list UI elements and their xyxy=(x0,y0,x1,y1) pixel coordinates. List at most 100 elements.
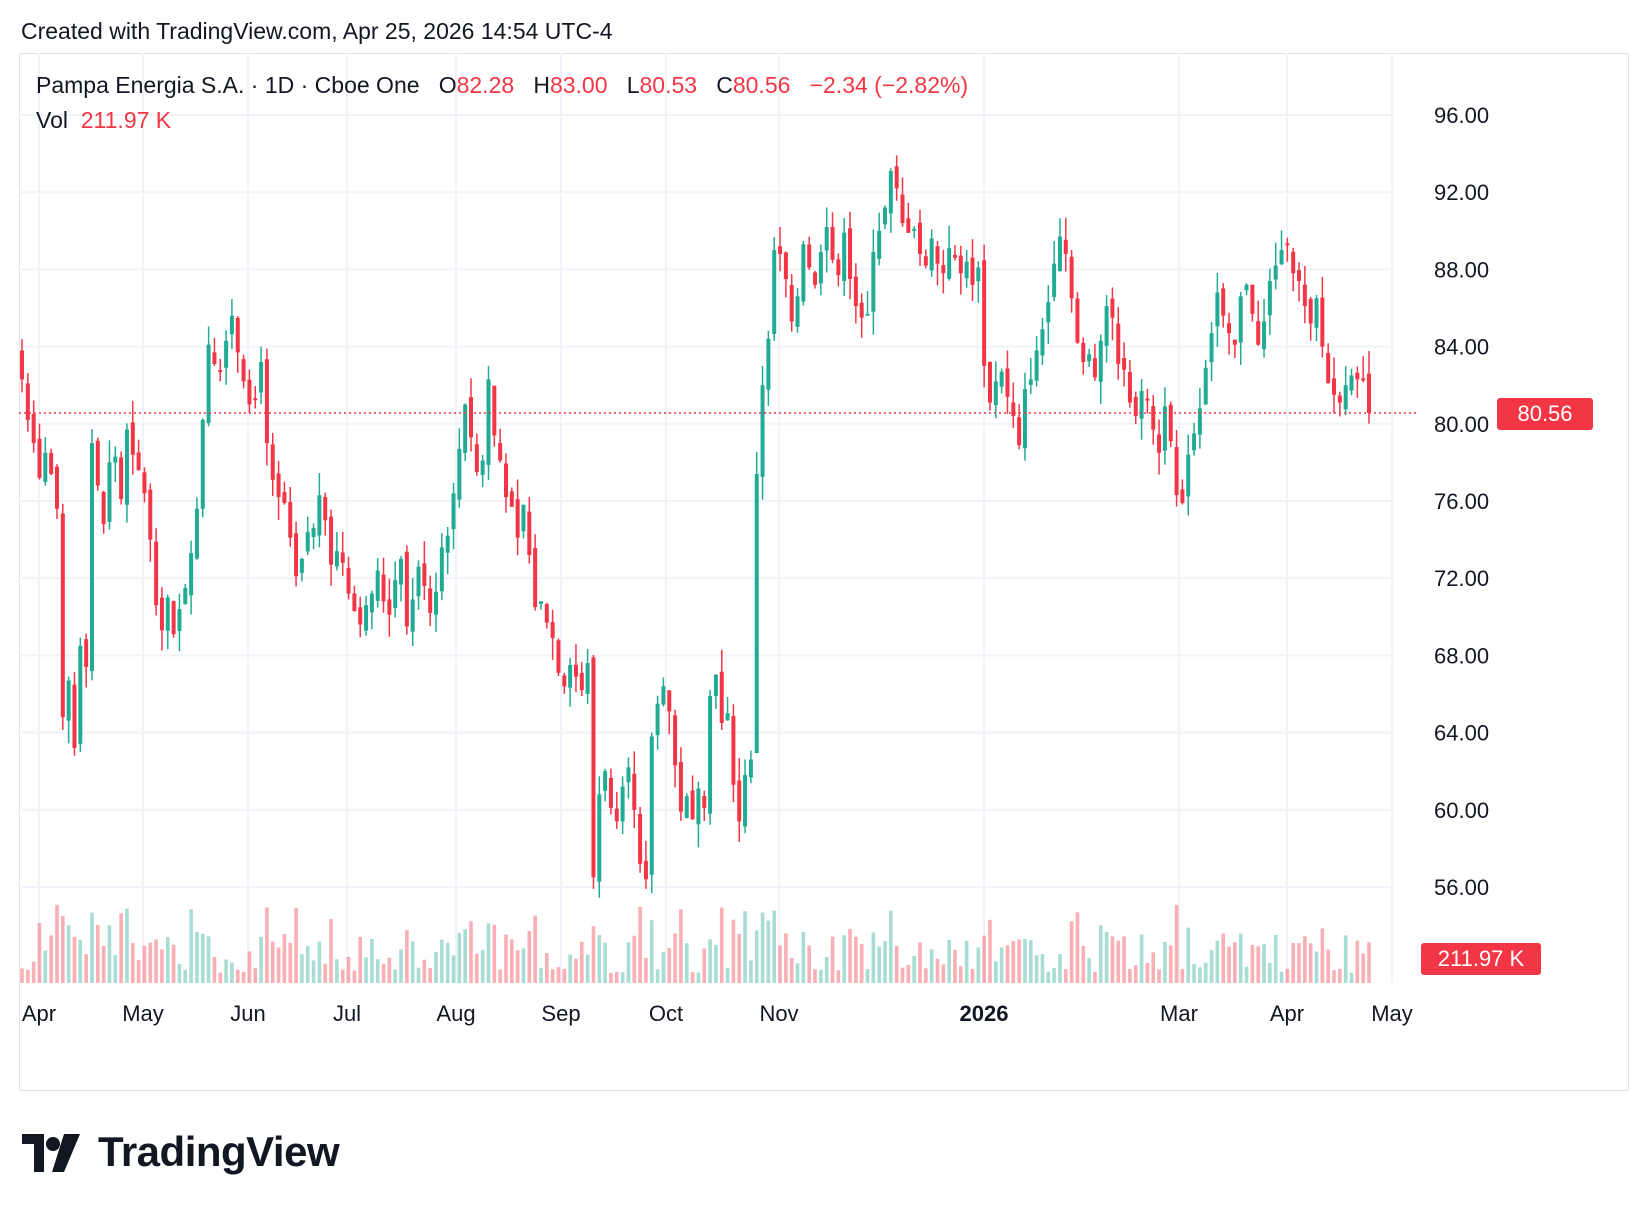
candle-body xyxy=(20,350,24,380)
volume-bar xyxy=(375,959,380,983)
volume-bar xyxy=(1174,904,1179,983)
candle-body xyxy=(154,541,159,606)
candle-body xyxy=(1040,329,1045,356)
candle-body xyxy=(130,422,135,455)
close-label: C xyxy=(716,72,733,98)
volume-bar xyxy=(1303,936,1307,983)
price-tick-label: 84.00 xyxy=(1434,335,1489,360)
candle-body xyxy=(1209,333,1214,363)
volume-bar xyxy=(1262,944,1266,983)
volume-bar xyxy=(498,969,502,983)
volume-bar xyxy=(463,929,467,983)
volume-bar xyxy=(1011,941,1016,983)
time-tick-label: Aug xyxy=(436,1001,475,1026)
candle-body xyxy=(49,452,54,474)
candle-body xyxy=(358,607,363,625)
volume-bar xyxy=(964,940,969,983)
volume-bar xyxy=(323,963,328,983)
grid-lines xyxy=(19,53,1393,983)
volume-bar xyxy=(31,961,36,983)
volume-bar xyxy=(259,936,263,983)
candle-body xyxy=(527,511,532,556)
candle-body xyxy=(982,260,987,366)
volume-bar xyxy=(743,911,747,983)
close-value: 80.56 xyxy=(732,72,791,98)
volume-bar xyxy=(550,969,555,983)
candle-body xyxy=(492,385,497,436)
chart-frame[interactable] xyxy=(19,53,1629,1091)
candle-body xyxy=(311,528,316,537)
volume-bar xyxy=(644,957,648,983)
volume-bar xyxy=(708,939,712,983)
volume-bar xyxy=(900,967,905,983)
candle-body xyxy=(556,640,561,673)
volume-bar xyxy=(994,961,998,983)
tradingview-wordmark: TradingView xyxy=(98,1128,340,1175)
candle-body xyxy=(212,352,217,364)
volume-bar xyxy=(836,970,841,983)
volume-bar xyxy=(1268,962,1272,983)
volume-bar xyxy=(422,959,427,983)
candle-body xyxy=(795,296,800,327)
volume-bar xyxy=(335,959,339,983)
chart-canvas[interactable]: 96.00 92.00 88.00 84.00 80.00 76.00 72.00 68.00… xyxy=(19,53,1629,1091)
volume-bar xyxy=(475,953,479,983)
volume-bar xyxy=(1338,968,1342,983)
candle-body xyxy=(1046,302,1051,323)
candle-body xyxy=(1197,408,1202,435)
candle-body xyxy=(410,599,415,632)
candle-body xyxy=(999,371,1004,387)
candle-body xyxy=(1308,299,1313,324)
price-tick-label: 80.00 xyxy=(1434,412,1489,437)
volume-bar xyxy=(276,947,281,983)
volume-bar xyxy=(1227,946,1231,983)
candle-body xyxy=(101,491,106,525)
candle-body xyxy=(434,591,439,615)
volume-bar xyxy=(125,908,129,983)
candle-body xyxy=(340,552,345,563)
candle-body xyxy=(224,340,229,368)
candle-body xyxy=(684,796,689,818)
candle-body xyxy=(428,588,433,613)
candle-body xyxy=(142,472,147,494)
candle-body xyxy=(72,684,77,749)
time-tick-label: Mar xyxy=(1160,1001,1198,1026)
volume-bar xyxy=(305,945,310,983)
volume-bar xyxy=(766,920,771,983)
candle-body xyxy=(731,715,736,785)
volume-bar xyxy=(381,963,386,983)
volume-bar xyxy=(405,930,409,983)
volume-bar xyxy=(1052,968,1056,983)
volume-bar xyxy=(1297,943,1301,983)
candle-body xyxy=(614,808,619,822)
candle-body xyxy=(329,516,334,565)
volume-bar xyxy=(1308,943,1313,983)
volume-bar xyxy=(749,960,753,983)
volume-bar xyxy=(1279,971,1284,983)
candle-body xyxy=(37,438,42,478)
volume-bar xyxy=(1203,962,1208,983)
volume-bar xyxy=(521,948,526,983)
volume-bar xyxy=(1023,939,1027,983)
volume-bar xyxy=(1163,941,1167,983)
volume-bar xyxy=(253,968,258,983)
volume-bar xyxy=(696,972,701,983)
volume-bar xyxy=(1139,934,1144,983)
candle-body xyxy=(923,256,928,266)
volume-bar xyxy=(859,943,864,983)
volume-bar xyxy=(49,935,53,983)
candle-body xyxy=(626,767,631,783)
volume-bar xyxy=(416,967,421,983)
candle-body xyxy=(690,790,695,820)
volume-bar xyxy=(1081,945,1086,983)
low-label: L xyxy=(626,72,640,98)
candle-body xyxy=(25,383,30,420)
volume-bar xyxy=(1221,933,1226,983)
volume-bar xyxy=(428,968,432,983)
volume-bar xyxy=(719,907,724,983)
candle-body xyxy=(877,230,882,259)
candle-body xyxy=(568,665,573,688)
candle-body xyxy=(375,570,380,601)
volume-bar xyxy=(504,934,508,983)
volume-bar xyxy=(632,935,637,983)
